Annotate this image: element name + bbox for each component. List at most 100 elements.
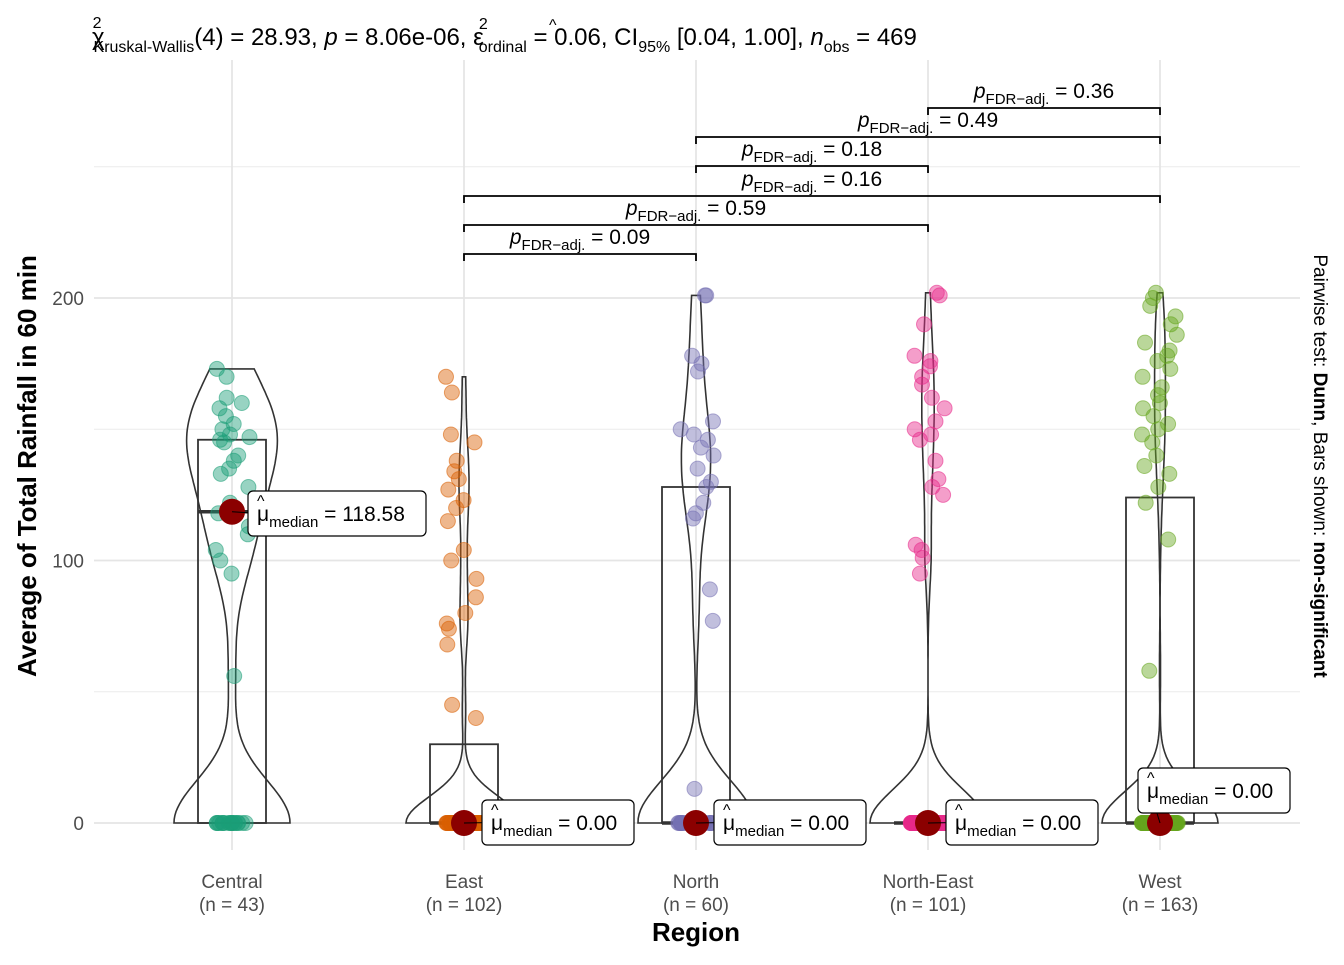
data-point — [916, 316, 932, 333]
axes: 0 100 200 Central(n = 43) East(n = 102) North… — [52, 289, 1198, 916]
data-point — [1150, 479, 1167, 495]
data-point — [230, 447, 247, 464]
y-tick-label: 0 — [73, 814, 84, 835]
pairwise-label: pFDR−adj. = 0.59 — [625, 197, 766, 225]
data-point — [221, 460, 238, 477]
data-point — [705, 413, 721, 430]
data-point — [207, 542, 224, 558]
data-point — [701, 581, 718, 598]
data-point — [906, 421, 923, 438]
data-point — [438, 368, 454, 385]
data-point — [930, 471, 947, 488]
median-markers: μmedian = 118.58^μmedian = 0.00^μmedian … — [219, 490, 1291, 846]
data-point — [1160, 531, 1177, 548]
data-point — [1147, 284, 1164, 301]
data-point — [446, 463, 463, 480]
median-label: μmedian = 118.58 — [257, 503, 405, 531]
pairwise-label: pFDR−adj. = 0.49 — [857, 109, 998, 137]
data-point — [438, 615, 455, 632]
pairwise-caption: Pairwise test: Dunn, Bars shown: non-sig… — [1309, 254, 1330, 678]
median-label-box — [945, 799, 1099, 846]
data-point — [448, 452, 465, 469]
data-point — [212, 431, 229, 448]
data-point — [1160, 416, 1177, 432]
data-point — [440, 481, 457, 498]
data-point — [699, 431, 716, 448]
data-point — [702, 473, 719, 490]
y-axis-title: Average of Total Rainfall in 60 min — [12, 255, 42, 677]
data-point — [467, 589, 484, 606]
data-point — [922, 358, 938, 375]
data-point — [690, 363, 706, 380]
median-label-box — [481, 799, 635, 846]
median-hat: ^ — [257, 493, 265, 510]
data-point — [1136, 458, 1153, 474]
data-point — [241, 429, 258, 446]
data-point — [698, 479, 715, 495]
x-tick-n-label: (n = 101) — [890, 895, 967, 916]
data-point — [223, 565, 240, 582]
x-tick-label: North-East — [883, 872, 975, 893]
median-hat: ^ — [491, 802, 499, 819]
data-point — [1137, 334, 1153, 351]
data-point — [927, 413, 944, 430]
data-point — [1148, 447, 1165, 464]
y-tick-label: 200 — [52, 289, 84, 310]
x-tick-label: West — [1139, 872, 1183, 893]
data-point — [442, 426, 459, 443]
data-point — [1161, 342, 1178, 359]
x-tick-n-label: (n = 43) — [199, 895, 265, 916]
pairwise-bracket — [927, 107, 1161, 115]
data-point — [212, 552, 229, 569]
median-hat: ^ — [723, 802, 731, 819]
grid — [94, 60, 1300, 850]
violin-north — [637, 294, 755, 824]
data-point — [225, 452, 242, 469]
violin-east — [405, 376, 523, 824]
x-tick-n-label: (n = 102) — [426, 895, 503, 916]
title-hat: ^ — [549, 17, 557, 34]
data-point — [1135, 400, 1151, 417]
data-point — [906, 347, 923, 364]
data-point — [685, 510, 701, 527]
data-point — [443, 384, 460, 401]
data-point — [444, 696, 461, 713]
data-point — [1153, 379, 1170, 396]
data-point — [928, 284, 945, 301]
data-point — [689, 460, 706, 477]
data-point — [211, 815, 228, 831]
data-point — [922, 353, 939, 369]
pairwise-label: pFDR−adj. = 0.16 — [741, 168, 882, 196]
y-tick-label: 100 — [52, 552, 84, 573]
pairwise-bracket — [463, 253, 697, 261]
data-point — [684, 347, 701, 364]
x-tick-label: East — [445, 872, 484, 893]
data-point — [935, 486, 952, 503]
data-point — [698, 287, 715, 304]
median-label: μmedian = 0.00 — [491, 812, 617, 840]
data-point — [1134, 368, 1151, 385]
data-point — [672, 421, 689, 438]
data-point — [695, 494, 712, 511]
median-hat: ^ — [955, 802, 963, 819]
data-point — [467, 710, 484, 726]
data-point — [923, 389, 940, 406]
data-point — [705, 447, 722, 464]
pairwise-bracket — [695, 165, 929, 173]
median-label: μmedian = 0.00 — [1147, 780, 1273, 808]
data-point — [1162, 360, 1179, 377]
violin-north-east — [869, 292, 987, 824]
violin-west — [1101, 292, 1219, 824]
data-point — [439, 513, 456, 530]
data-point — [443, 552, 460, 569]
data-point — [1144, 290, 1161, 306]
pairwise-label: pFDR−adj. = 0.36 — [973, 80, 1114, 108]
median-label-box — [247, 490, 427, 537]
data-point — [455, 542, 472, 558]
x-tick-n-label: (n = 60) — [663, 895, 729, 916]
pairwise-bracket — [463, 195, 1161, 203]
x-tick-n-label: (n = 163) — [1122, 895, 1199, 916]
